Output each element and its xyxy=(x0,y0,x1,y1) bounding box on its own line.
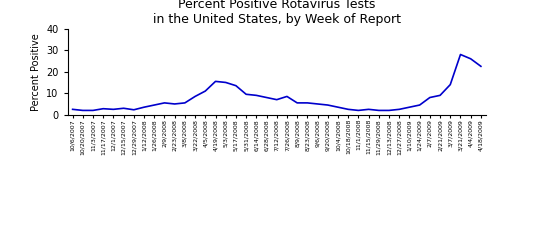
Title: Percent Positive Rotavirus Tests
in the United States, by Week of Report: Percent Positive Rotavirus Tests in the … xyxy=(153,0,401,26)
Y-axis label: Percent Positive: Percent Positive xyxy=(31,33,40,111)
